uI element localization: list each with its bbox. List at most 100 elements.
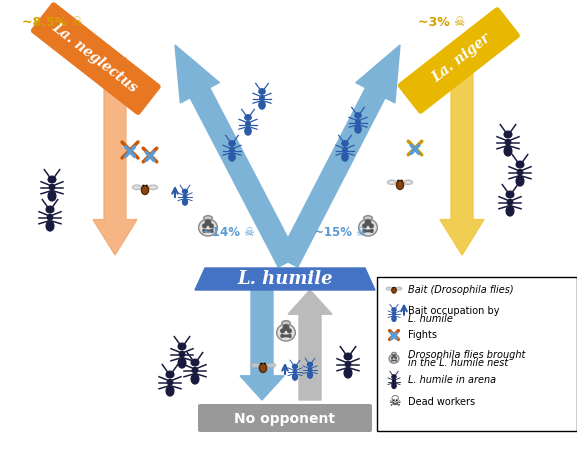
Text: L. humile: L. humile [237, 270, 333, 288]
Circle shape [209, 223, 214, 228]
Ellipse shape [182, 189, 188, 194]
Ellipse shape [260, 363, 267, 373]
Ellipse shape [48, 191, 56, 201]
Ellipse shape [246, 122, 250, 126]
Ellipse shape [401, 180, 403, 181]
Ellipse shape [342, 153, 348, 161]
Text: ~8.5% ☠: ~8.5% ☠ [22, 15, 83, 29]
Ellipse shape [245, 127, 251, 135]
Text: L. humile in arena: L. humile in arena [408, 375, 496, 385]
Ellipse shape [264, 363, 265, 364]
Text: ☠: ☠ [388, 395, 400, 409]
Ellipse shape [398, 180, 399, 181]
Circle shape [362, 223, 367, 228]
Ellipse shape [182, 199, 188, 205]
Ellipse shape [364, 216, 372, 221]
Circle shape [392, 354, 396, 358]
Ellipse shape [392, 383, 396, 388]
Ellipse shape [386, 287, 392, 290]
Ellipse shape [47, 214, 53, 220]
Text: Bait (Drosophila flies): Bait (Drosophila flies) [408, 285, 514, 295]
Circle shape [205, 219, 211, 226]
Text: Drosophila flies brought: Drosophila flies brought [408, 350, 526, 360]
Ellipse shape [389, 354, 399, 363]
FancyBboxPatch shape [31, 2, 161, 115]
Ellipse shape [387, 180, 396, 185]
Ellipse shape [507, 200, 513, 205]
Ellipse shape [392, 287, 394, 288]
Text: Dead workers: Dead workers [408, 397, 475, 407]
Ellipse shape [49, 184, 55, 190]
Ellipse shape [355, 125, 361, 133]
Ellipse shape [504, 146, 512, 156]
Ellipse shape [149, 185, 158, 189]
Polygon shape [288, 290, 332, 400]
Ellipse shape [396, 287, 402, 290]
Ellipse shape [392, 316, 396, 321]
Ellipse shape [505, 139, 511, 145]
Ellipse shape [516, 161, 524, 168]
Ellipse shape [204, 216, 212, 221]
Ellipse shape [506, 191, 514, 198]
FancyBboxPatch shape [398, 7, 520, 114]
Ellipse shape [192, 368, 198, 373]
Ellipse shape [392, 313, 395, 315]
Ellipse shape [191, 359, 199, 366]
Ellipse shape [282, 321, 290, 326]
Text: No opponent: No opponent [234, 412, 335, 426]
Text: in the L. humile nest: in the L. humile nest [408, 358, 508, 369]
Ellipse shape [392, 379, 395, 382]
Ellipse shape [245, 115, 251, 120]
FancyBboxPatch shape [198, 404, 372, 432]
Ellipse shape [308, 372, 313, 378]
Ellipse shape [141, 186, 149, 194]
Ellipse shape [250, 363, 260, 368]
Ellipse shape [259, 89, 265, 94]
Polygon shape [175, 45, 298, 267]
Polygon shape [93, 58, 137, 255]
Ellipse shape [267, 363, 276, 368]
Ellipse shape [260, 363, 262, 364]
Ellipse shape [48, 176, 56, 183]
Ellipse shape [516, 176, 524, 186]
Text: ~14% ☠: ~14% ☠ [202, 226, 254, 239]
Ellipse shape [167, 380, 173, 385]
Ellipse shape [166, 386, 174, 396]
Circle shape [391, 357, 394, 359]
Ellipse shape [293, 374, 298, 380]
Ellipse shape [355, 113, 361, 118]
Ellipse shape [183, 194, 187, 198]
Ellipse shape [396, 181, 403, 189]
Ellipse shape [392, 375, 396, 379]
FancyBboxPatch shape [377, 277, 577, 431]
Ellipse shape [308, 368, 312, 371]
Ellipse shape [229, 153, 235, 161]
Circle shape [202, 223, 207, 228]
Ellipse shape [403, 180, 413, 185]
Text: L. humile: L. humile [408, 313, 453, 324]
Ellipse shape [392, 308, 396, 312]
Ellipse shape [191, 374, 199, 384]
Ellipse shape [343, 148, 347, 152]
Text: Fights: Fights [408, 330, 437, 340]
Ellipse shape [146, 185, 148, 187]
Circle shape [287, 328, 292, 333]
Ellipse shape [46, 221, 54, 231]
Ellipse shape [293, 364, 298, 369]
Ellipse shape [198, 219, 218, 236]
Ellipse shape [392, 288, 396, 293]
Text: ~3% ☠: ~3% ☠ [418, 15, 466, 29]
Ellipse shape [178, 358, 186, 368]
Ellipse shape [229, 141, 235, 146]
Ellipse shape [166, 371, 174, 378]
Ellipse shape [143, 185, 144, 187]
Circle shape [365, 219, 372, 226]
Ellipse shape [342, 141, 348, 146]
Ellipse shape [506, 206, 514, 216]
Polygon shape [195, 268, 375, 290]
Polygon shape [278, 45, 400, 267]
Text: La. niger: La. niger [430, 31, 494, 85]
Circle shape [395, 357, 397, 359]
Ellipse shape [359, 219, 377, 236]
Text: La. neglectus: La. neglectus [50, 20, 140, 95]
